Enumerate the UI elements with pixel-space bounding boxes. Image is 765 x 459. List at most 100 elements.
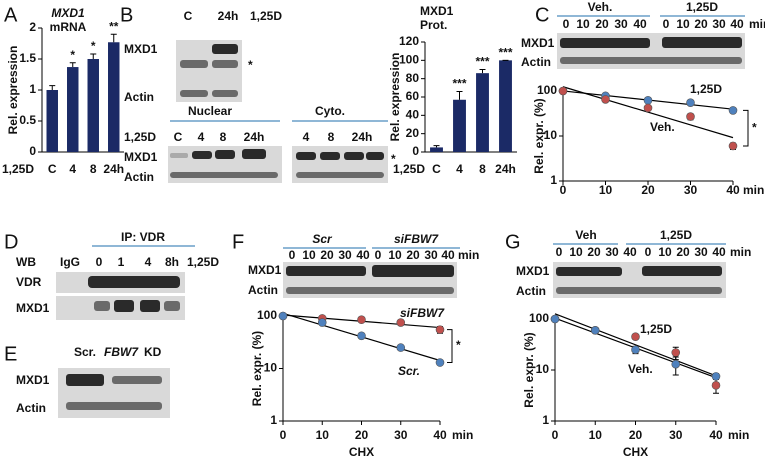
label: C (174, 130, 183, 144)
label: 8h (165, 255, 179, 269)
point (711, 381, 721, 390)
point (396, 318, 406, 327)
bar (476, 73, 489, 152)
x-unit: min (728, 428, 749, 442)
y-tick-label: 1.5 (19, 51, 36, 65)
x-tick-label: 10 (599, 183, 613, 197)
label: WB (16, 255, 36, 269)
y-tick-label: 0 (29, 144, 36, 158)
error-bar (90, 53, 97, 59)
panel-letter: A (4, 4, 18, 26)
label: 30 (694, 245, 708, 259)
error-bar (456, 91, 463, 100)
x-tick-label: 8 (479, 162, 486, 176)
y-tick-label: 100 (399, 53, 419, 67)
x-axis-label: CHX (349, 445, 374, 459)
y-tick-label: 100 (537, 83, 557, 97)
point (558, 86, 568, 96)
panel-letter: B (120, 4, 133, 26)
label: 0 (556, 245, 563, 259)
label: min (458, 248, 479, 262)
label: MXD1 (16, 373, 50, 387)
y-tick-label: 120 (399, 34, 419, 48)
panel-letter: C (535, 4, 549, 26)
point (357, 331, 366, 341)
label: 0 (645, 245, 652, 259)
label: MXD1 (16, 301, 50, 315)
point (278, 311, 288, 321)
y-tick-label: 100 (529, 311, 549, 325)
label: 0 (96, 255, 103, 269)
point (671, 348, 681, 357)
chart-subtitle: mRNA (50, 20, 87, 34)
significance: * (752, 120, 757, 134)
label: 40 (712, 245, 726, 259)
y-tick-label: 0.5 (19, 113, 36, 127)
label: IgG (60, 255, 80, 269)
label: 20 (595, 17, 609, 31)
y-axis-label: Rel. expression (6, 46, 20, 135)
label: 24h (352, 130, 373, 144)
y-axis-label: Rel. expr. (%) (532, 98, 546, 173)
label: 24h (218, 9, 239, 23)
x-axis-label: 1,25D (2, 162, 34, 176)
label: Actin (124, 170, 154, 184)
label: 1,25D (250, 9, 282, 23)
label: 0 (375, 248, 382, 262)
label: IP: VDR (121, 230, 165, 244)
x-unit: min (743, 183, 764, 197)
series-label: 1,25D (690, 82, 722, 96)
point (396, 343, 406, 352)
y-axis-label: Rel. expr. (%) (522, 332, 536, 407)
y-tick-label: 1 (29, 82, 36, 96)
x-tick-label: 40 (726, 183, 740, 197)
label: 8 (220, 130, 227, 144)
x-tick-label: C (432, 162, 441, 176)
point (317, 318, 327, 327)
label: siFBW7 (394, 232, 439, 246)
x-tick-label: 10 (316, 428, 330, 442)
label: 4 (303, 130, 310, 144)
y-axis-label: Rel. expr. (%) (250, 331, 264, 406)
label: 24h (244, 130, 265, 144)
label: min (730, 245, 751, 259)
label: 0 (663, 17, 670, 31)
label: Veh. (588, 0, 613, 14)
label: MXD1 (124, 150, 158, 164)
label: 0 (563, 17, 570, 31)
label: 20 (694, 17, 708, 31)
label: VDR (16, 275, 42, 289)
label: 4 (198, 130, 205, 144)
y-tick-label: 40 (406, 108, 420, 122)
x-tick-label: 30 (684, 183, 698, 197)
point (686, 98, 695, 107)
significance: *** (475, 55, 489, 69)
significance: * (456, 338, 461, 352)
label: Veh (575, 228, 596, 242)
x-tick-label: 40 (709, 428, 723, 442)
series-label: 1,25D (640, 322, 672, 336)
point (550, 314, 560, 324)
point (728, 141, 738, 151)
x-axis-label: 1,25D (393, 162, 425, 176)
label: 30 (338, 248, 352, 262)
label: 1,25D (124, 130, 156, 144)
bar (430, 147, 443, 152)
error-bar (433, 145, 440, 148)
bar (499, 60, 512, 153)
label: MXD1 (516, 264, 550, 278)
bar (453, 99, 466, 152)
y-tick-label: 60 (406, 89, 420, 103)
label: Actin (521, 55, 551, 69)
label: 20 (406, 248, 420, 262)
point (357, 315, 366, 325)
label: MXD1 (521, 36, 555, 50)
label: Actin (516, 284, 546, 298)
x-tick-label: 30 (669, 428, 683, 442)
bracket (743, 109, 749, 147)
label: 0 (289, 248, 296, 262)
label: Cyto. (315, 104, 345, 118)
x-tick-label: 24h (495, 162, 516, 176)
x-tick-label: 8 (90, 162, 97, 176)
